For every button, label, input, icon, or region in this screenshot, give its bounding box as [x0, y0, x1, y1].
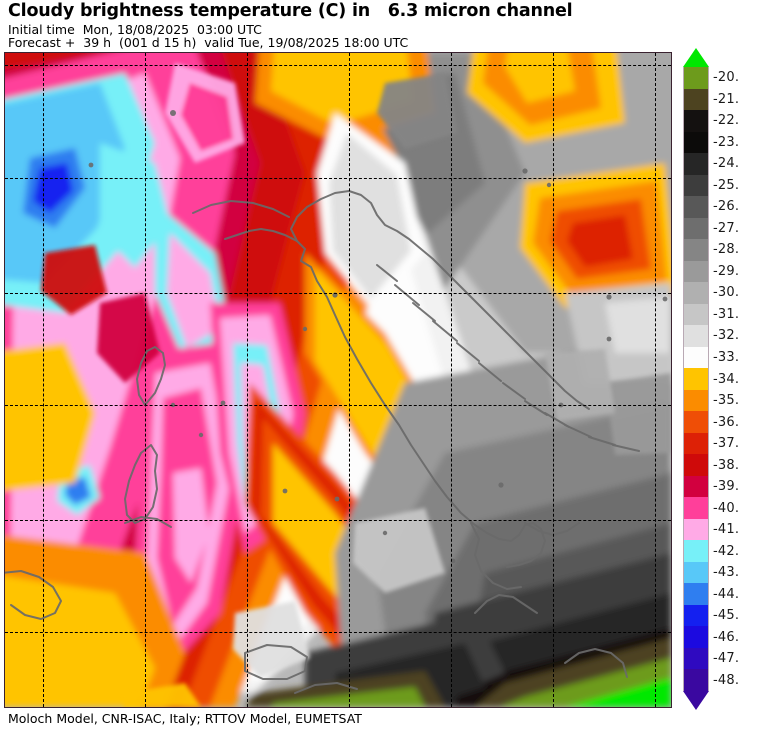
colorbar-tick-label: -24. — [713, 156, 740, 172]
colorbar-swatch — [684, 217, 708, 240]
colorbar-swatch — [684, 432, 708, 455]
page-title: Cloudy brightness temperature (C) in 6.3… — [8, 1, 573, 21]
colorbar-swatch — [684, 454, 708, 476]
colorbar-tick-label: -27. — [713, 220, 740, 236]
colorbar-swatch — [684, 368, 708, 390]
colorbar-swatch — [684, 669, 708, 691]
colorbar-swatch — [684, 110, 708, 132]
forecast-validity-label: Forecast + 39 h (001 d 15 h) valid Tue, … — [8, 35, 409, 50]
colorbar-swatch — [684, 626, 708, 648]
colorbar-tick-label: -21. — [713, 91, 740, 107]
colorbar-tick-label: -43. — [713, 565, 740, 581]
colorbar-swatch — [684, 196, 708, 218]
colorbar-swatch — [684, 282, 708, 304]
colorbar-swatch — [684, 67, 708, 89]
colorbar-tick-label: -30. — [713, 285, 740, 301]
colorbar-swatch — [684, 604, 708, 627]
colorbar-swatch — [684, 346, 708, 369]
colorbar-tick-label: -28. — [713, 242, 740, 258]
colorbar-tick-label: -34. — [713, 371, 740, 387]
colorbar-under-arrow — [683, 691, 709, 710]
colorbar-tick-label: -33. — [713, 349, 740, 365]
colorbar — [683, 48, 709, 710]
colorbar-tick-label: -35. — [713, 393, 740, 409]
colorbar-tick-label: -45. — [713, 608, 740, 624]
colorbar-swatch — [684, 518, 708, 541]
colorbar-tick-label: -47. — [713, 651, 740, 667]
colorbar-swatch — [684, 260, 708, 283]
colorbar-swatch — [684, 88, 708, 111]
colorbar-tick-label: -39. — [713, 479, 740, 495]
colorbar-over-arrow — [683, 48, 709, 67]
colorbar-tick-label: -46. — [713, 629, 740, 645]
colorbar-swatch — [684, 647, 708, 670]
colorbar-swatch — [684, 497, 708, 519]
colorbar-tick-label: -44. — [713, 586, 740, 602]
colorbar-tick-label: -25. — [713, 177, 740, 193]
colorbar-swatch — [684, 239, 708, 261]
colorbar-swatch — [684, 174, 708, 197]
colorbar-tick-label: -23. — [713, 134, 740, 150]
colorbar-swatch — [684, 561, 708, 584]
colorbar-tick-label: -42. — [713, 543, 740, 559]
colorbar-tick-label: -20. — [713, 70, 740, 86]
colorbar-tick-label: -32. — [713, 328, 740, 344]
colorbar-swatch — [684, 303, 708, 326]
initial-time-label: Initial time Mon, 18/08/2025 03:00 UTC — [8, 22, 262, 37]
colorbar-tick-label: -29. — [713, 263, 740, 279]
colorbar-tick-label: -38. — [713, 457, 740, 473]
colorbar-swatches — [683, 67, 709, 691]
colorbar-tick-label: -36. — [713, 414, 740, 430]
colorbar-tick-label: -26. — [713, 199, 740, 215]
colorbar-swatch — [684, 153, 708, 175]
brightness-temperature-field — [5, 53, 671, 707]
colorbar-swatch — [684, 540, 708, 562]
colorbar-swatch — [684, 389, 708, 412]
colorbar-tick-label: -48. — [713, 672, 740, 688]
chart-header: Cloudy brightness temperature (C) in 6.3… — [0, 0, 760, 50]
colorbar-tick-label: -40. — [713, 500, 740, 516]
colorbar-tick-label: -41. — [713, 522, 740, 538]
colorbar-swatch — [684, 583, 708, 605]
map-panel — [4, 52, 672, 708]
colorbar-swatch — [684, 131, 708, 154]
colorbar-tick-label: -37. — [713, 436, 740, 452]
colorbar-swatch — [684, 475, 708, 498]
colorbar-tick-label: -22. — [713, 113, 740, 129]
model-credit-label: Moloch Model, CNR-ISAC, Italy; RTTOV Mod… — [8, 711, 362, 726]
colorbar-tick-labels: -20. -21. -22. -23. -24. -25. -26. -27. -28. -29.… — [713, 48, 760, 710]
colorbar-tick-label: -31. — [713, 306, 740, 322]
colorbar-swatch — [684, 325, 708, 347]
colorbar-swatch — [684, 411, 708, 433]
